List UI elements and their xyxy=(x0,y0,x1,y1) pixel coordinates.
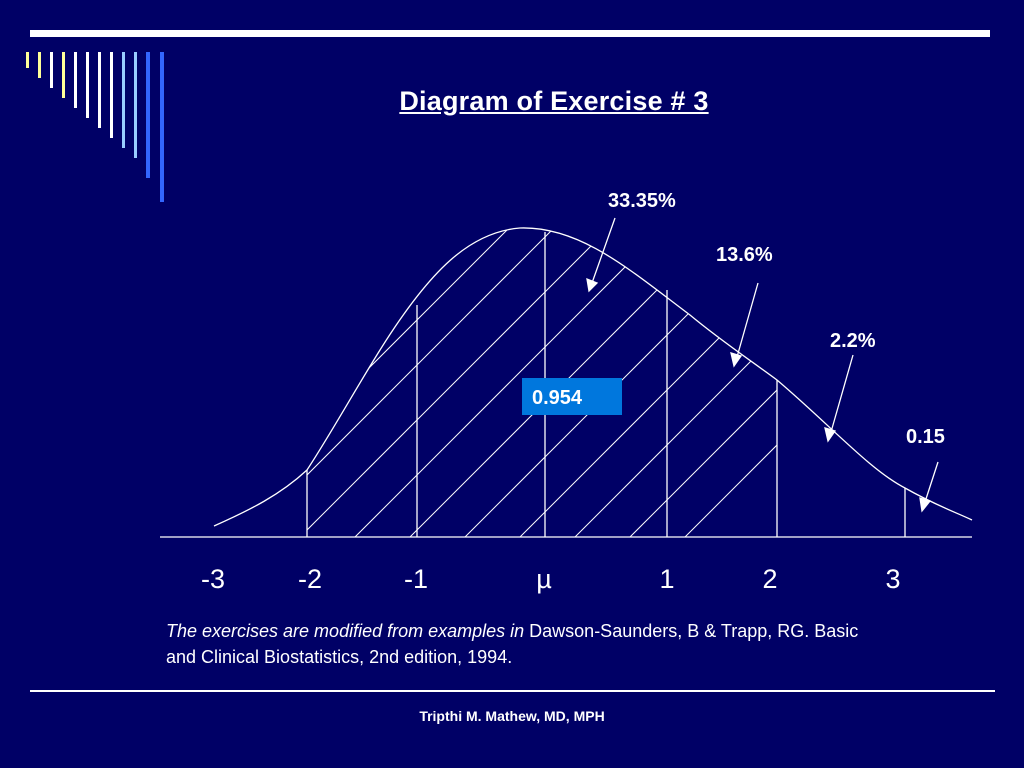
axis-label-minus-2: -2 xyxy=(297,564,323,594)
hatch-line xyxy=(409,227,731,537)
decorative-bars xyxy=(26,52,164,202)
arrowhead-1 xyxy=(586,277,599,293)
hatch-line xyxy=(307,227,566,537)
annotation-label-3: 2.2% xyxy=(830,330,876,352)
slide-title: Diagram of Exercise # 3 xyxy=(399,86,709,116)
decorative-bar-group xyxy=(26,52,164,202)
citation-italic: The exercises are modified from examples… xyxy=(166,621,525,641)
deco-bar xyxy=(110,52,113,138)
arrow-2 xyxy=(736,282,759,358)
axis-label-plus-1: 1 xyxy=(659,564,675,594)
arrow-3 xyxy=(830,354,854,433)
deco-bar xyxy=(122,52,125,148)
citation-reference: Dawson-Saunders, B & Trapp, RG. Basic an… xyxy=(166,621,859,667)
bottom-rule xyxy=(30,690,995,692)
deco-bar xyxy=(98,52,101,128)
hatch-line xyxy=(354,227,676,537)
deco-bar xyxy=(86,52,89,118)
normal-curve xyxy=(213,227,973,527)
hatched-area xyxy=(307,227,777,537)
footer-author: Tripthi M. Mathew, MD, MPH xyxy=(419,708,605,724)
arrowhead-2 xyxy=(730,352,743,368)
annotation-label-2: 13.6% xyxy=(716,244,773,266)
axis-label-plus-2: 2 xyxy=(762,564,778,594)
axis-label-minus-1: -1 xyxy=(403,564,429,594)
hatch-line xyxy=(519,227,777,537)
arrow-4 xyxy=(924,461,939,503)
axis-label-minus-3: -3 xyxy=(200,564,226,594)
deco-bar xyxy=(146,52,150,178)
arrowhead-4 xyxy=(919,497,932,513)
probability-value-box: 0.954 xyxy=(522,378,622,415)
annotation-arrows xyxy=(586,217,939,513)
deco-bar xyxy=(62,52,65,98)
annotation-label-4: 0.15 xyxy=(906,426,945,448)
axis-label-plus-3: 3 xyxy=(885,564,901,594)
arrowhead-3 xyxy=(824,427,837,443)
deco-bar xyxy=(26,52,29,68)
deco-bar xyxy=(160,52,164,202)
arrow-1 xyxy=(591,217,616,284)
hatch-line xyxy=(629,227,777,537)
top-rule xyxy=(30,30,990,37)
annotation-label-1: 33.35% xyxy=(608,190,676,212)
deco-bar xyxy=(134,52,137,158)
deco-bar xyxy=(50,52,53,88)
hatch-line xyxy=(307,227,521,537)
citation-text: The exercises are modified from examples… xyxy=(166,618,886,670)
deco-bar xyxy=(38,52,41,78)
hatch-line xyxy=(307,227,621,537)
hatch-line xyxy=(684,227,777,537)
deco-bar xyxy=(74,52,77,108)
hatch-line xyxy=(574,227,777,537)
axis-label-mean: µ xyxy=(536,564,552,594)
